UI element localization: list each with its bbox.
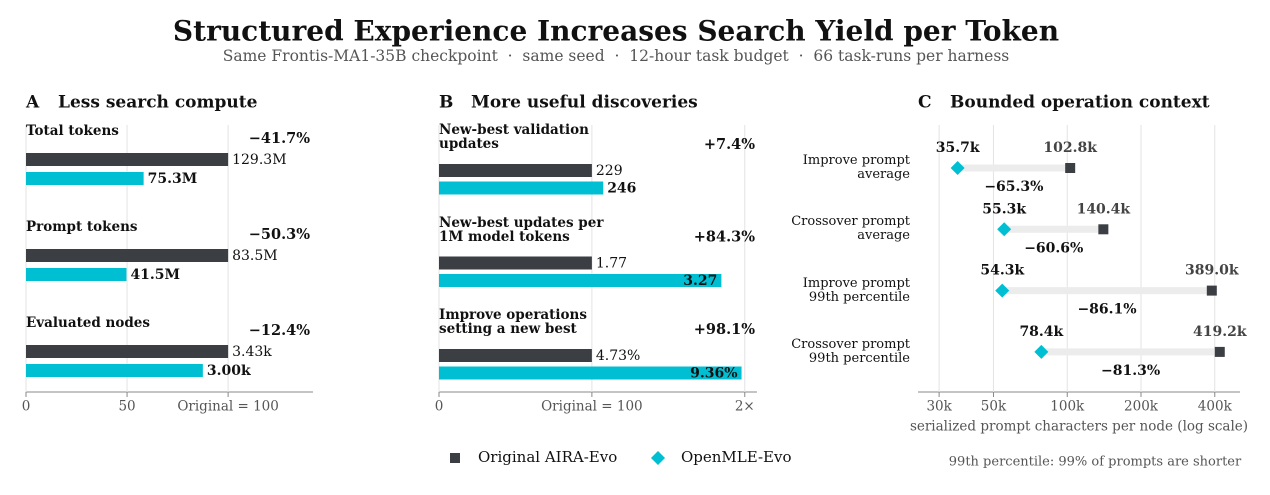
value-label: 140.4k <box>1077 201 1131 217</box>
x-tick-label: Original = 100 <box>177 399 279 415</box>
amount-label: 3.00k <box>207 363 251 379</box>
bar <box>439 164 592 177</box>
category-label: Total tokens <box>26 123 119 139</box>
bar <box>439 256 592 270</box>
change-label: +98.1% <box>694 321 755 338</box>
amount-label: 129.3M <box>232 152 286 168</box>
category-label: Crossover prompt 99th percentile <box>791 336 910 366</box>
change-label: −12.4% <box>249 322 310 339</box>
bar <box>26 364 203 377</box>
x-tick-label: 200k <box>1124 399 1159 415</box>
amount-label: 83.5M <box>232 248 278 264</box>
amount-label: 246 <box>607 181 636 197</box>
value-label: 35.7k <box>936 140 980 156</box>
bar <box>439 274 722 287</box>
category-label: Improve prompt average <box>802 153 910 182</box>
change-label: −81.3% <box>1101 363 1160 379</box>
category-label: New-best validation updates <box>439 122 589 152</box>
amount-label: 3.27 <box>683 273 717 289</box>
amount-label: 3.43k <box>232 344 272 360</box>
bar <box>439 181 604 195</box>
change-label: −41.7% <box>249 130 310 147</box>
panel-letter: C <box>918 93 932 113</box>
change-label: −86.1% <box>1077 302 1136 318</box>
x-tick-label: 100k <box>1050 399 1085 415</box>
amount-label: 4.73% <box>596 348 640 364</box>
amount-label: 1.77 <box>596 256 627 272</box>
x-tick-label: 50 <box>118 399 135 415</box>
legend-marker <box>651 451 665 465</box>
value-label: 102.8k <box>1043 140 1097 156</box>
x-tick-label: Original = 100 <box>541 399 643 415</box>
bar <box>439 349 592 362</box>
amount-label: 229 <box>596 163 623 179</box>
square-marker <box>1098 224 1109 235</box>
bar <box>26 249 229 262</box>
change-label: −65.3% <box>984 179 1043 195</box>
square-marker <box>1214 346 1225 357</box>
x-tick-label: 0 <box>435 399 444 415</box>
category-label: New-best updates per 1M model tokens <box>439 214 604 245</box>
amount-label: 75.3M <box>148 171 198 187</box>
x-tick-label: 2× <box>735 399 755 415</box>
page-subtitle: Same Frontis-MA1-35B checkpoint · same s… <box>223 47 1010 65</box>
square-marker <box>1065 163 1076 173</box>
x-tick-label: 400k <box>1198 399 1233 415</box>
category-label: Evaluated nodes <box>26 315 150 331</box>
bar <box>26 172 144 185</box>
amount-label: 41.5M <box>130 267 180 283</box>
bar <box>26 345 229 358</box>
change-label: −60.6% <box>1024 240 1083 256</box>
panel-letter: B <box>439 93 453 113</box>
category-label: Crossover prompt average <box>791 214 910 244</box>
category-label: Improve prompt 99th percentile <box>802 275 910 305</box>
bar <box>439 366 742 380</box>
x-tick-label: 30k <box>926 399 952 415</box>
change-label: +84.3% <box>694 229 755 246</box>
value-label: 54.3k <box>980 263 1024 279</box>
x-tick-label: 50k <box>981 399 1007 415</box>
value-label: 55.3k <box>982 201 1026 217</box>
value-label: 78.4k <box>1019 324 1063 340</box>
bar <box>26 268 127 281</box>
amount-label: 9.36% <box>690 366 737 382</box>
bar <box>26 153 229 166</box>
panel-title: Less search compute <box>58 93 258 113</box>
panel-letter: A <box>25 93 40 113</box>
legend-label: Original AIRA-Evo <box>478 448 617 466</box>
legend-marker <box>450 453 460 463</box>
diamond-marker <box>995 283 1010 298</box>
value-label: 389.0k <box>1185 263 1239 279</box>
page-title: Structured Experience Increases Search Y… <box>173 15 1059 48</box>
panel-title: Bounded operation context <box>950 93 1210 113</box>
change-label: −50.3% <box>249 226 310 243</box>
value-label: 419.2k <box>1193 324 1247 340</box>
category-label: Prompt tokens <box>26 219 138 235</box>
diamond-marker <box>997 222 1012 237</box>
legend-label: OpenMLE-Evo <box>681 448 792 466</box>
x-tick-label: 0 <box>22 399 31 415</box>
diamond-marker <box>950 161 965 175</box>
change-label: +7.4% <box>704 136 755 153</box>
x-axis-label: serialized prompt characters per node (l… <box>910 419 1248 435</box>
category-label: Improve operations setting a new best <box>439 307 587 337</box>
footnote: 99th percentile: 99% of prompts are shor… <box>949 455 1242 470</box>
diamond-marker <box>1034 344 1049 359</box>
panel-title: More useful discoveries <box>471 93 698 113</box>
square-marker <box>1206 285 1217 296</box>
